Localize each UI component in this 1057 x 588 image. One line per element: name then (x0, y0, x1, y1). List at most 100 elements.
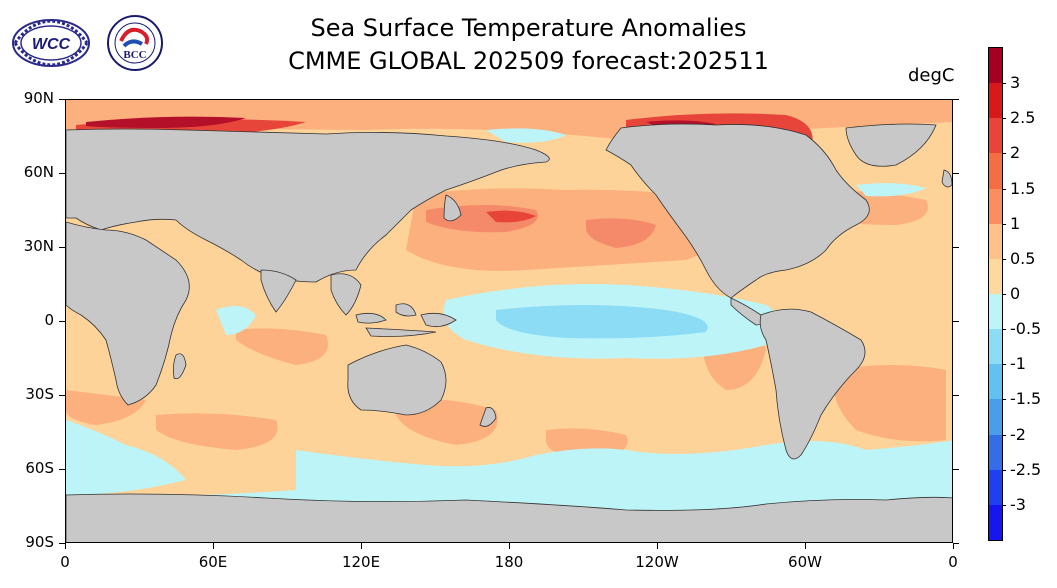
colorbar-tick (1002, 153, 1006, 155)
cool-anomaly-region (496, 305, 708, 339)
bcc-logo-text: BCC (123, 49, 146, 61)
longitude-tick-label: 120E (341, 553, 381, 571)
landmass (420, 312, 457, 328)
longitude-tick-mark (361, 543, 362, 549)
colorbar-label: -0.5 (1010, 319, 1042, 339)
latitude-tick-label: 30N (23, 237, 54, 255)
colorbar-tick (1002, 329, 1006, 331)
landmass (479, 407, 497, 427)
longitude-tick-mark (805, 543, 806, 549)
landmass (66, 493, 952, 542)
landmass (941, 169, 952, 188)
longitude-tick-label: 180 (494, 553, 524, 571)
longitude-tick-label: 0 (60, 553, 70, 571)
longitude-tick-label: 60E (198, 553, 228, 571)
longitude-tick-mark (509, 543, 510, 549)
latitude-tick-mark (59, 173, 65, 174)
latitude-tick-mark (953, 247, 959, 248)
latitude-tick-label: 90S (25, 533, 54, 551)
landmass (443, 194, 462, 222)
latitude-tick-mark (953, 99, 959, 100)
colorbar-bin (989, 83, 1002, 119)
latitude-tick-mark (59, 543, 65, 544)
latitude-tick-mark (59, 247, 65, 248)
map-svg (66, 100, 952, 542)
landmass (66, 221, 190, 406)
units-label: degC (908, 65, 955, 86)
wcc-logo: WCC (12, 19, 90, 67)
warm-anomaly-region (86, 116, 246, 128)
landmass (845, 123, 937, 167)
cool-anomaly-region (66, 420, 186, 495)
landmass (330, 273, 362, 316)
bcc-logo: BCC (107, 15, 163, 71)
longitude-tick-mark (213, 543, 214, 549)
colorbar-label: 0.5 (1010, 248, 1036, 268)
landmass (66, 128, 550, 283)
latitude-tick-mark (953, 173, 959, 174)
latitude-tick-mark (59, 469, 65, 470)
colorbar-tick (1002, 434, 1006, 436)
longitude-tick-mark (657, 543, 658, 549)
colorbar-label: 2 (1010, 143, 1021, 163)
colorbar-bin (989, 48, 1002, 84)
colorbar-tick (1002, 364, 1006, 366)
latitude-tick-mark (59, 99, 65, 100)
warm-anomaly-region (833, 365, 946, 442)
landmass (365, 327, 437, 337)
latitude-tick-mark (953, 543, 959, 544)
colorbar-bin (989, 223, 1002, 259)
colorbar-tick (1002, 83, 1006, 85)
longitude-tick-mark (953, 543, 954, 549)
chart-title: Sea Surface Temperature Anomalies (310, 14, 747, 42)
wcc-logo-text: WCC (32, 36, 71, 53)
colorbar-bin (989, 434, 1002, 470)
colorbar-tick (1002, 469, 1006, 471)
latitude-tick-mark (59, 321, 65, 322)
colorbar-bin (989, 153, 1002, 189)
colorbar-tick (1002, 223, 1006, 225)
colorbar (988, 47, 1003, 541)
latitude-tick-label: 60S (25, 459, 54, 477)
colorbar-tick (1002, 504, 1006, 506)
colorbar-label: 3 (1010, 73, 1021, 93)
cool-anomaly-region (856, 183, 926, 197)
colorbar-label: -1 (1010, 354, 1026, 374)
colorbar-tick (1002, 188, 1006, 190)
colorbar-bin (989, 399, 1002, 435)
latitude-tick-mark (953, 395, 959, 396)
colorbar-bin (989, 258, 1002, 294)
cool-anomaly-region (486, 128, 566, 143)
colorbar-tick (1002, 258, 1006, 260)
colorbar-label: 0 (1010, 284, 1021, 303)
landmass (355, 312, 387, 324)
warm-anomaly-region (236, 328, 328, 365)
sst-anomaly-map (65, 99, 953, 543)
colorbar-label: -3 (1010, 494, 1026, 514)
land-layer (66, 123, 952, 542)
warm-anomaly-region (156, 413, 278, 450)
landmass (395, 303, 417, 317)
colorbar-tick (1002, 118, 1006, 120)
colorbar-bin (989, 329, 1002, 365)
longitude-tick-label: 60W (788, 553, 822, 571)
landmass (759, 308, 866, 460)
latitude-tick-mark (59, 395, 65, 396)
colorbar-bin (989, 118, 1002, 154)
warm-anomaly-region (486, 210, 536, 223)
colorbar-label: -2 (1010, 424, 1026, 444)
colorbar-label: 1.5 (1010, 178, 1036, 198)
landmass (347, 344, 447, 416)
colorbar-bin (989, 469, 1002, 505)
cool-anomaly-region (216, 306, 256, 335)
landmass (605, 123, 870, 299)
colorbar-bin (989, 504, 1002, 540)
latitude-tick-mark (953, 469, 959, 470)
colorbar-bin (989, 293, 1002, 330)
colorbar-label: -1.5 (1010, 389, 1042, 409)
latitude-tick-label: 60N (23, 163, 54, 181)
warm-anomaly-region (586, 218, 656, 248)
colorbar-tick (1002, 399, 1006, 401)
latitude-tick-label: 90N (23, 89, 54, 107)
longitude-tick-mark (65, 543, 66, 549)
